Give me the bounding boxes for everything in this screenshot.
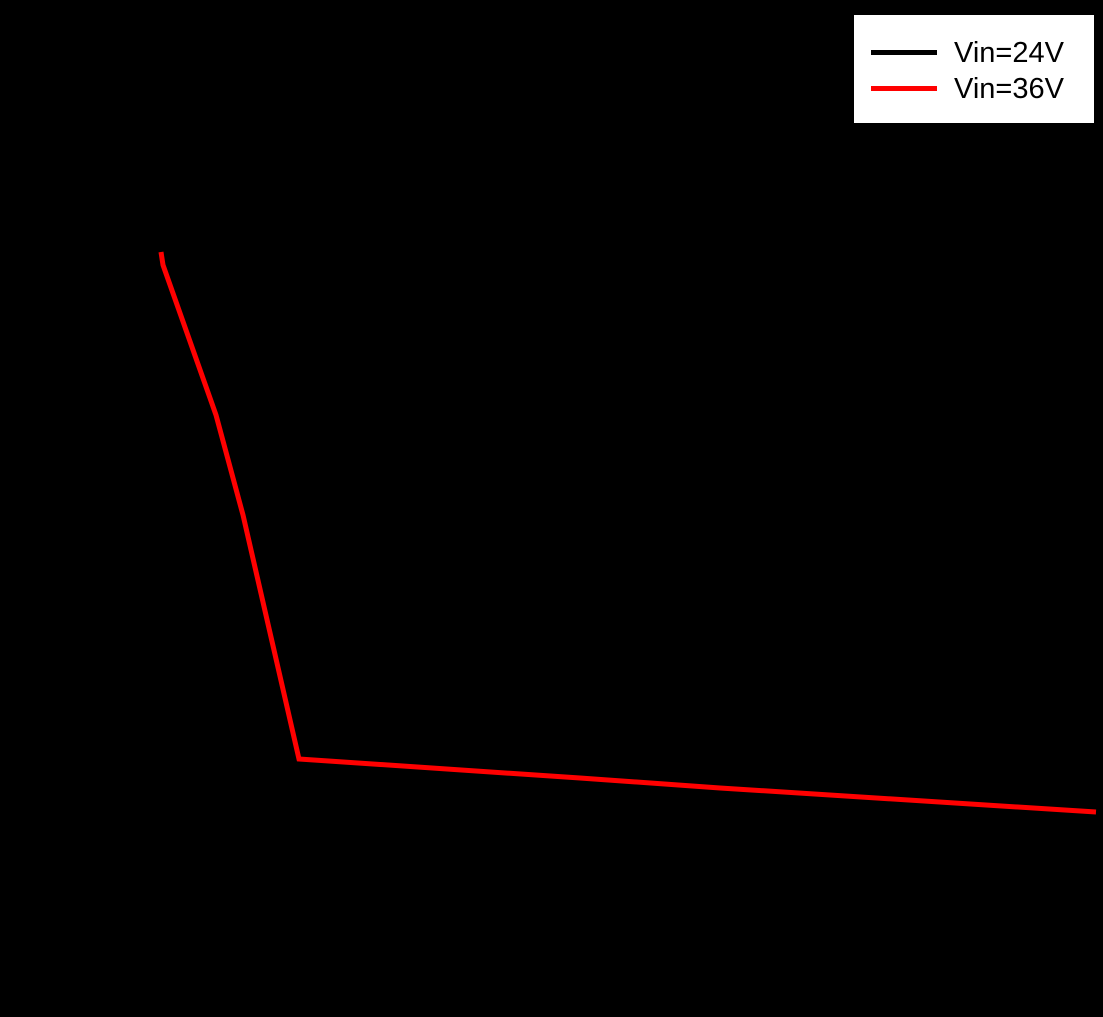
legend-item-vin-24v: Vin=24V [854,35,1094,75]
legend-swatch-red-line-icon [871,86,937,91]
legend-label: Vin=36V [954,73,1064,105]
legend-item-vin-36v: Vin=36V [854,71,1094,111]
legend-swatch-black-line-icon [871,50,937,55]
legend-label: Vin=24V [954,37,1064,69]
series-line-vin-36v [158,251,1097,815]
legend: Vin=24V Vin=36V [853,14,1095,124]
